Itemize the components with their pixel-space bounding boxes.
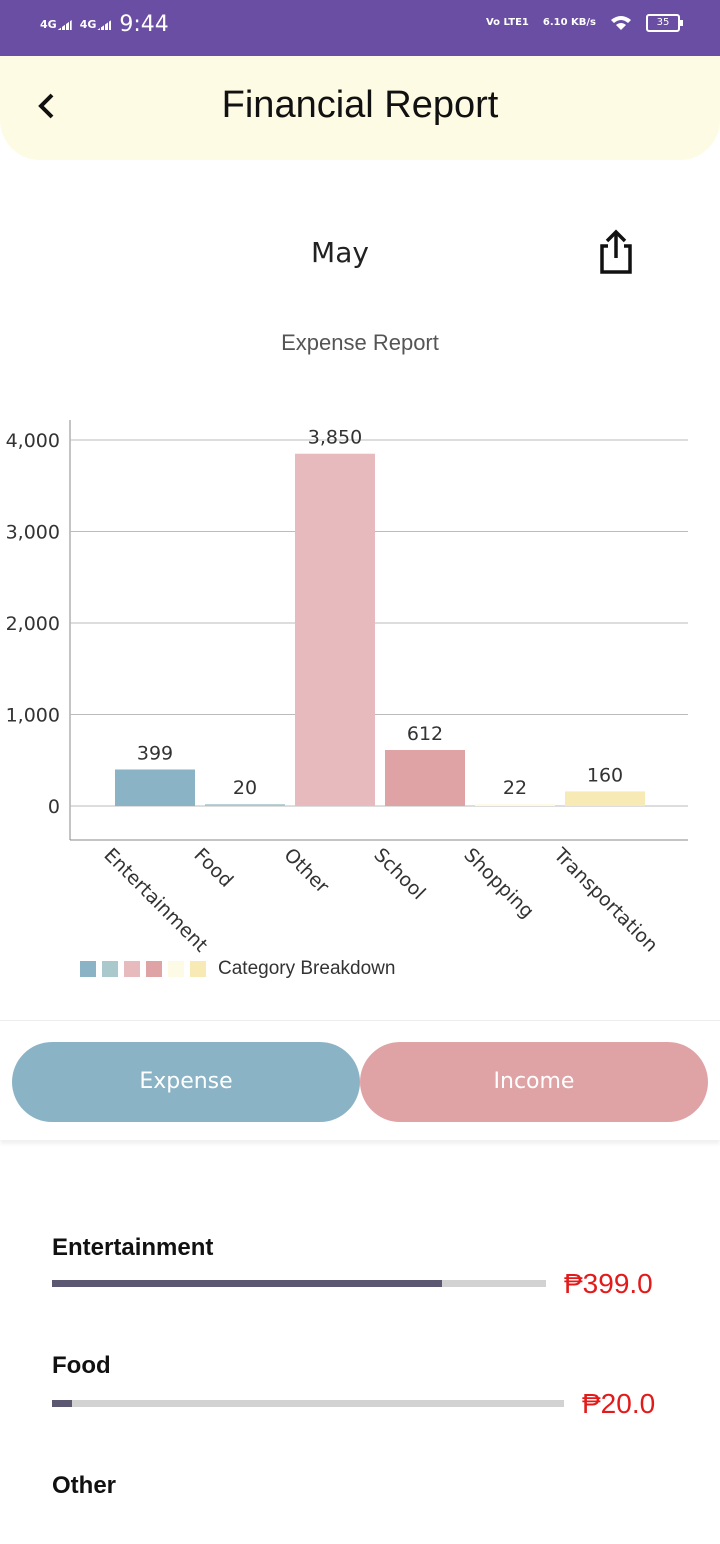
legend-swatch [102,961,118,977]
category-amount: ₱399.0 [564,1268,653,1299]
share-button[interactable] [594,228,638,276]
network-type: 4G [40,18,57,31]
back-button[interactable] [28,86,64,126]
x-tick-label: Other [279,844,333,898]
data-label: 20 [233,777,257,799]
network-speed: 6.10 KB/s [542,17,596,28]
data-label: 612 [407,723,443,745]
data-label: 22 [503,777,527,799]
data-label: 160 [587,764,623,786]
bar-shopping [475,803,555,806]
x-tick-label: Food [189,844,237,892]
y-tick-label: 1,000 [6,705,60,727]
network-type: 4G [79,18,97,31]
legend-swatch [168,961,184,977]
legend-swatch [80,961,96,977]
income-tab-button[interactable]: Income [360,1042,708,1122]
share-icon [600,229,632,274]
data-label: 3,850 [308,427,362,449]
wifi-icon [611,16,631,30]
bar-transportation [565,791,645,806]
category-name: Entertainment [52,1234,214,1261]
data-label: 399 [137,742,173,764]
clock: 9:44 [119,12,169,37]
expense-bar-chart: 01,0002,0003,0004,000399Entertainment20F… [6,420,688,957]
legend-swatch [146,961,162,977]
category-progress [52,1400,564,1407]
x-tick-label: Shopping [459,844,538,923]
progress-fill [52,1280,443,1287]
y-tick-label: 2,000 [6,613,60,635]
app-header: Financial Report [0,56,720,160]
battery-icon: 35 [646,14,683,32]
status-left: 4G 4G 9:44 [40,12,169,37]
category-progress [52,1280,546,1287]
signal-icon: 4G [80,19,112,30]
page-title: Financial Report [221,84,499,126]
volte-indicator: Vo LTE1 [485,17,529,28]
chart-title: Expense Report [281,330,439,355]
status-right: Vo LTE1 6.10 KB/s 35 [485,14,683,32]
status-bar: 4G 4G 9:44 Vo LTE1 6.10 KB/s 35 [0,0,720,56]
progress-fill [52,1400,73,1407]
divider [0,1020,720,1021]
bar-entertainment [115,769,195,806]
bar-school [385,750,465,806]
expense-tab-button[interactable]: Expense [12,1042,360,1122]
chevron-left-icon [38,93,54,119]
bar-other [295,453,375,806]
y-tick-label: 0 [48,796,60,818]
legend-swatch [190,961,206,977]
category-amount: ₱20.0 [582,1388,656,1419]
type-toggle: Expense Income [0,1028,720,1140]
month-label: May [311,236,369,269]
legend-swatch [124,961,140,977]
legend-label: Category Breakdown [218,958,396,979]
category-name: Other [52,1472,117,1499]
category-name: Food [52,1352,111,1379]
x-tick-label: Transportation [549,843,662,956]
bar-food [205,804,285,806]
x-tick-label: School [369,844,429,904]
signal-icon: 4G [40,19,72,30]
y-tick-label: 4,000 [6,430,60,452]
y-tick-label: 3,000 [6,522,60,544]
chart-legend: Category Breakdown [80,958,395,980]
